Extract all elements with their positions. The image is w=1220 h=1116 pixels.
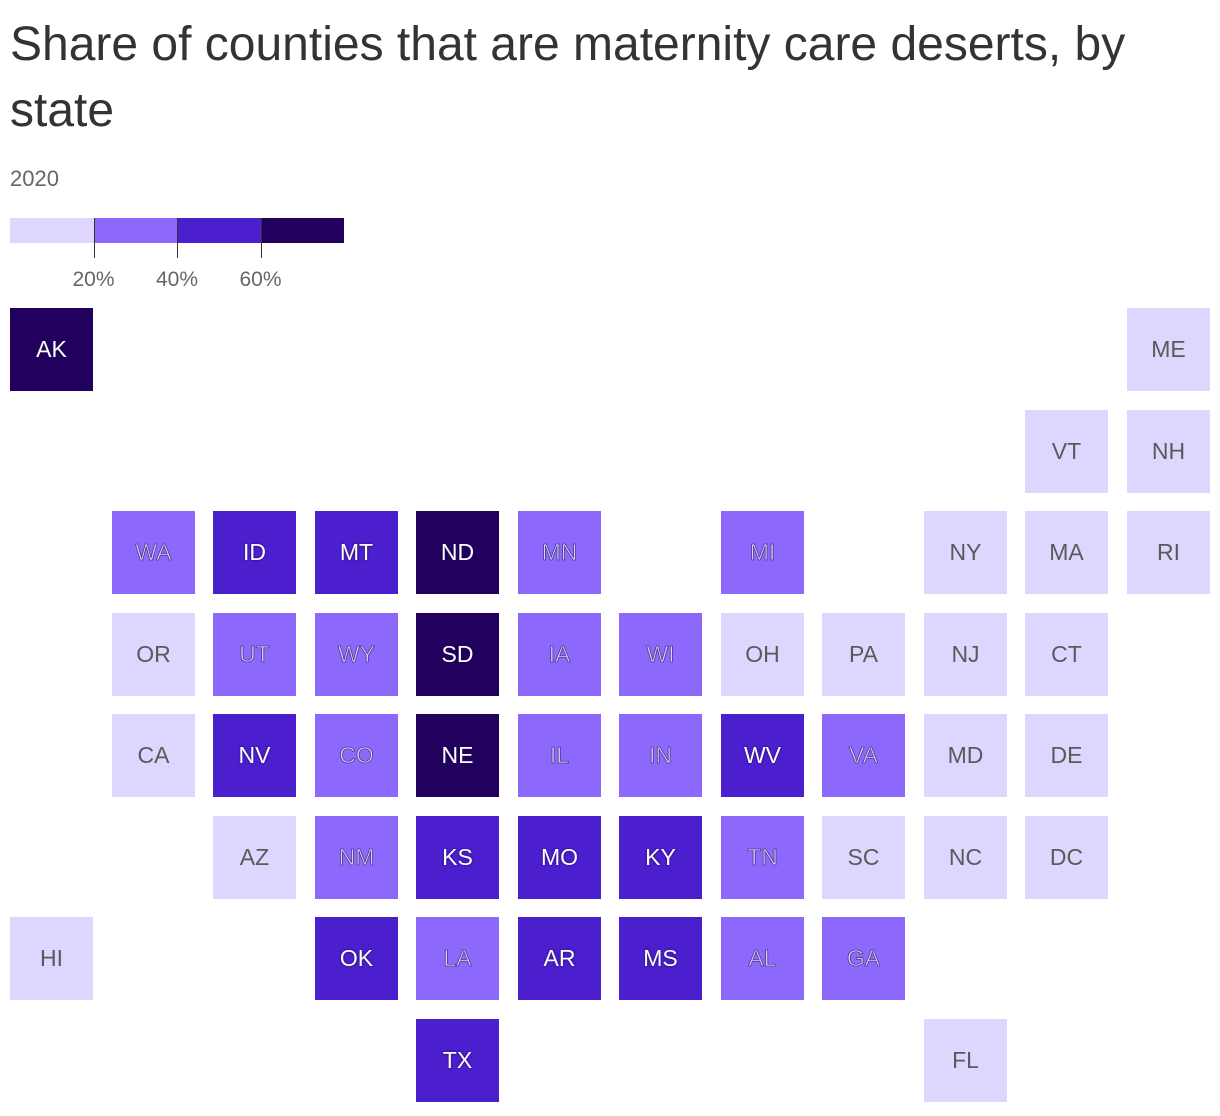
state-tile-il[interactable]: IL — [518, 714, 601, 797]
legend-label: 40% — [155, 268, 199, 291]
state-tile-nd[interactable]: ND — [416, 511, 499, 594]
state-tile-tn[interactable]: TN — [721, 816, 804, 899]
state-tile-ms[interactable]: MS — [619, 917, 702, 1000]
map-title: Share of counties that are maternity car… — [10, 18, 1126, 137]
state-tile-ks[interactable]: KS — [416, 816, 499, 899]
legend-swatch — [10, 218, 94, 243]
state-tile-fl[interactable]: FL — [924, 1019, 1007, 1102]
state-tile-vt[interactable]: VT — [1025, 410, 1108, 493]
state-tile-al[interactable]: AL — [721, 917, 804, 1000]
state-tile-mo[interactable]: MO — [518, 816, 601, 899]
state-tile-mn[interactable]: MN — [518, 511, 601, 594]
state-tile-ca[interactable]: CA — [112, 714, 195, 797]
state-tile-nj[interactable]: NJ — [924, 613, 1007, 696]
state-tile-ar[interactable]: AR — [518, 917, 601, 1000]
state-tile-co[interactable]: CO — [315, 714, 398, 797]
state-tile-hi[interactable]: HI — [10, 917, 93, 1000]
state-tile-nv[interactable]: NV — [213, 714, 296, 797]
legend-tick — [177, 218, 178, 258]
state-tile-de[interactable]: DE — [1025, 714, 1108, 797]
state-tile-md[interactable]: MD — [924, 714, 1007, 797]
legend-swatch — [177, 218, 261, 243]
state-tile-nm[interactable]: NM — [315, 816, 398, 899]
state-tile-ma[interactable]: MA — [1025, 511, 1108, 594]
state-tile-la[interactable]: LA — [416, 917, 499, 1000]
state-tile-ct[interactable]: CT — [1025, 613, 1108, 696]
state-tile-dc[interactable]: DC — [1025, 816, 1108, 899]
state-tile-ok[interactable]: OK — [315, 917, 398, 1000]
state-tile-id[interactable]: ID — [213, 511, 296, 594]
color-legend: 20% 40% 60% — [10, 218, 344, 291]
state-tile-va[interactable]: VA — [822, 714, 905, 797]
state-tile-wy[interactable]: WY — [315, 613, 398, 696]
state-tile-nc[interactable]: NC — [924, 816, 1007, 899]
state-tile-pa[interactable]: PA — [822, 613, 905, 696]
state-tile-mi[interactable]: MI — [721, 511, 804, 594]
state-tile-ga[interactable]: GA — [822, 917, 905, 1000]
state-tile-sd[interactable]: SD — [416, 613, 499, 696]
map-subtitle: 2020 — [10, 166, 59, 191]
legend-tick — [260, 218, 262, 258]
state-tile-ny[interactable]: NY — [924, 511, 1007, 594]
state-tile-tx[interactable]: TX — [416, 1019, 499, 1102]
state-tile-az[interactable]: AZ — [213, 816, 296, 899]
legend-label: 20% — [72, 268, 115, 291]
state-tile-wa[interactable]: WA — [112, 511, 195, 594]
state-tile-ri[interactable]: RI — [1127, 511, 1210, 594]
state-tile-ut[interactable]: UT — [213, 613, 296, 696]
state-tile-mt[interactable]: MT — [315, 511, 398, 594]
state-tile-sc[interactable]: SC — [822, 816, 905, 899]
state-tile-ne[interactable]: NE — [416, 714, 499, 797]
state-tile-me[interactable]: ME — [1127, 308, 1210, 391]
state-tile-wv[interactable]: WV — [721, 714, 804, 797]
state-tile-in[interactable]: IN — [619, 714, 702, 797]
state-tile-wi[interactable]: WI — [619, 613, 702, 696]
state-tile-ia[interactable]: IA — [518, 613, 601, 696]
legend-label: 60% — [239, 268, 282, 291]
legend-swatch — [260, 218, 344, 243]
legend-swatch — [93, 218, 177, 243]
state-tile-ky[interactable]: KY — [619, 816, 702, 899]
state-tile-or[interactable]: OR — [112, 613, 195, 696]
state-tile-ak[interactable]: AK — [10, 308, 93, 391]
state-tile-oh[interactable]: OH — [721, 613, 804, 696]
state-tile-nh[interactable]: NH — [1127, 410, 1210, 493]
legend-tick — [93, 218, 95, 258]
